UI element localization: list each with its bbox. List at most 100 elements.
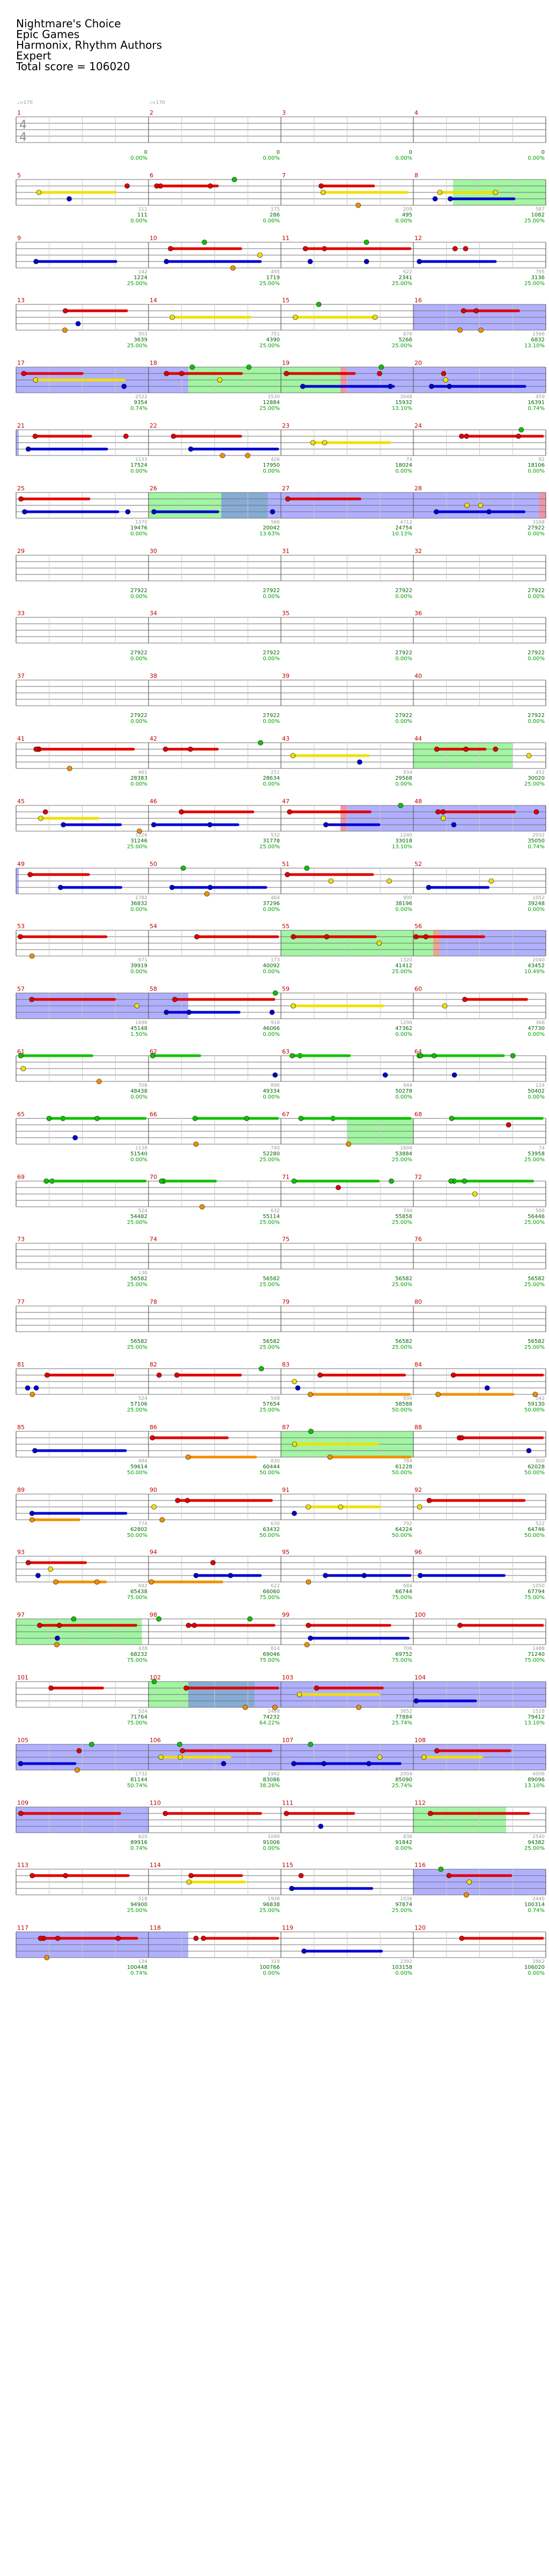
running-score: 27922 (130, 650, 147, 656)
running-score: 56582 (130, 1276, 147, 1282)
note-gem (48, 1685, 54, 1691)
note-gem (186, 1010, 192, 1015)
note-gem (308, 1392, 313, 1397)
measure-number: 59 (282, 985, 290, 992)
measure-number: 11 (282, 235, 290, 242)
multiplier-percent: 50.00% (524, 1533, 545, 1539)
time-signature-bottom: 4 (19, 131, 27, 144)
measure-score: 134 (138, 1959, 147, 1965)
measure-number: 27 (282, 485, 290, 492)
running-score: 47362 (395, 1026, 412, 1032)
note-gem (66, 196, 72, 201)
measure-number: 33 (17, 610, 25, 617)
running-score: 66744 (395, 1589, 412, 1595)
measure-score: 426 (271, 457, 280, 462)
note-gem (48, 1566, 54, 1572)
note-gem (193, 1573, 199, 1578)
measure-number: 31 (282, 548, 290, 555)
running-score: 56582 (528, 1339, 545, 1345)
running-score: 1224 (134, 275, 147, 281)
multiplier-percent: 25.00% (127, 1220, 147, 1226)
running-score: 97874 (395, 1902, 412, 1908)
note-gem (484, 1385, 490, 1391)
note-gem (310, 440, 316, 445)
multiplier-percent: 75.00% (127, 1595, 147, 1601)
note-gem (448, 196, 453, 201)
note-gem (18, 496, 24, 502)
multiplier-percent: 50.00% (524, 1407, 545, 1413)
measure-number: 54 (150, 923, 157, 930)
note-gem (151, 509, 157, 514)
note-gem (328, 878, 334, 884)
note-gem (377, 1754, 383, 1760)
note-gem (316, 302, 322, 307)
running-score: 79412 (528, 1714, 545, 1720)
staff-row: 53671399190.00%54173400920.00%5513204141… (16, 923, 546, 975)
note-gem (462, 997, 468, 1002)
multiplier-percent: 13.10% (524, 343, 545, 349)
note-gem (338, 1504, 343, 1510)
staff-row: 17252293540.74%1835301288425.00%19304815… (16, 360, 546, 412)
note-gem (284, 371, 289, 376)
multiplier-percent: 1.50% (130, 1032, 147, 1037)
chart-author: Harmonix, Rhythm Authors (16, 39, 162, 51)
note-gem (25, 446, 31, 452)
multiplier-percent: 0.00% (263, 155, 280, 161)
measure-number: 35 (282, 610, 290, 617)
note-gem (180, 1748, 186, 1753)
note-gem (427, 1811, 433, 1816)
note-gem (245, 453, 250, 458)
note-gem (302, 246, 308, 251)
measure-number: 43 (282, 735, 290, 742)
measure-number: 50 (150, 861, 157, 868)
note-gem (532, 1392, 538, 1397)
running-score: 36832 (130, 901, 147, 907)
measure-score: 1942 (268, 1772, 280, 1777)
multiplier-percent: 0.00% (528, 1032, 545, 1037)
note-gem (434, 1748, 440, 1753)
note-gem (451, 1072, 457, 1078)
multiplier-percent: 0.00% (395, 907, 412, 913)
multiplier-percent: 0.00% (130, 969, 147, 975)
multiplier-percent: 0.74% (528, 844, 545, 850)
note-gem (463, 746, 469, 752)
multiplier-percent: 10.13% (392, 531, 412, 537)
note-gem (435, 809, 441, 815)
running-score: 57654 (263, 1401, 280, 1407)
note-gem (443, 377, 448, 383)
measure-score: 1528 (532, 1709, 545, 1714)
multiplier-percent: 0.00% (130, 218, 147, 224)
note-gem (123, 434, 129, 439)
note-gem (457, 1623, 463, 1628)
note-gem (304, 1642, 310, 1647)
multiplier-percent: 25.00% (127, 1908, 147, 1914)
note-gem (42, 809, 48, 815)
note-gem (398, 803, 404, 808)
measure-score: 830 (271, 1459, 280, 1464)
measure-score: 2522 (135, 394, 147, 400)
note-gem (472, 1191, 478, 1197)
running-score: 67794 (528, 1589, 545, 1595)
staff-row: 29279220.00%30279220.00%31279220.00%3227… (16, 548, 546, 600)
measure-score: 900 (403, 895, 412, 901)
multiplier-percent: 25.00% (392, 1345, 412, 1350)
running-score: 18106 (528, 462, 545, 468)
note-gem (272, 1705, 278, 1710)
measure-score: 588 (536, 1208, 545, 1214)
measure-number: 53 (17, 923, 25, 930)
multiplier-percent: 64.22% (259, 1720, 280, 1726)
note-gem (448, 1178, 454, 1184)
note-gem (38, 816, 43, 821)
running-score: 0 (409, 150, 412, 155)
running-score: 5266 (399, 337, 412, 343)
staff-row: 211133175240.00%22426179500.00%237418024… (16, 422, 546, 474)
staff-row: 13503363925.00%14751439025.00%1587652662… (16, 297, 546, 349)
measure-score: 684 (403, 1584, 412, 1589)
note-gem (308, 1742, 313, 1747)
running-score: 103158 (392, 1965, 412, 1970)
measure-number: 56 (414, 923, 422, 930)
multiplier-percent: 0.00% (395, 1846, 412, 1851)
running-score: 47730 (528, 1026, 545, 1032)
multiplier-percent: 50.00% (127, 1470, 147, 1476)
